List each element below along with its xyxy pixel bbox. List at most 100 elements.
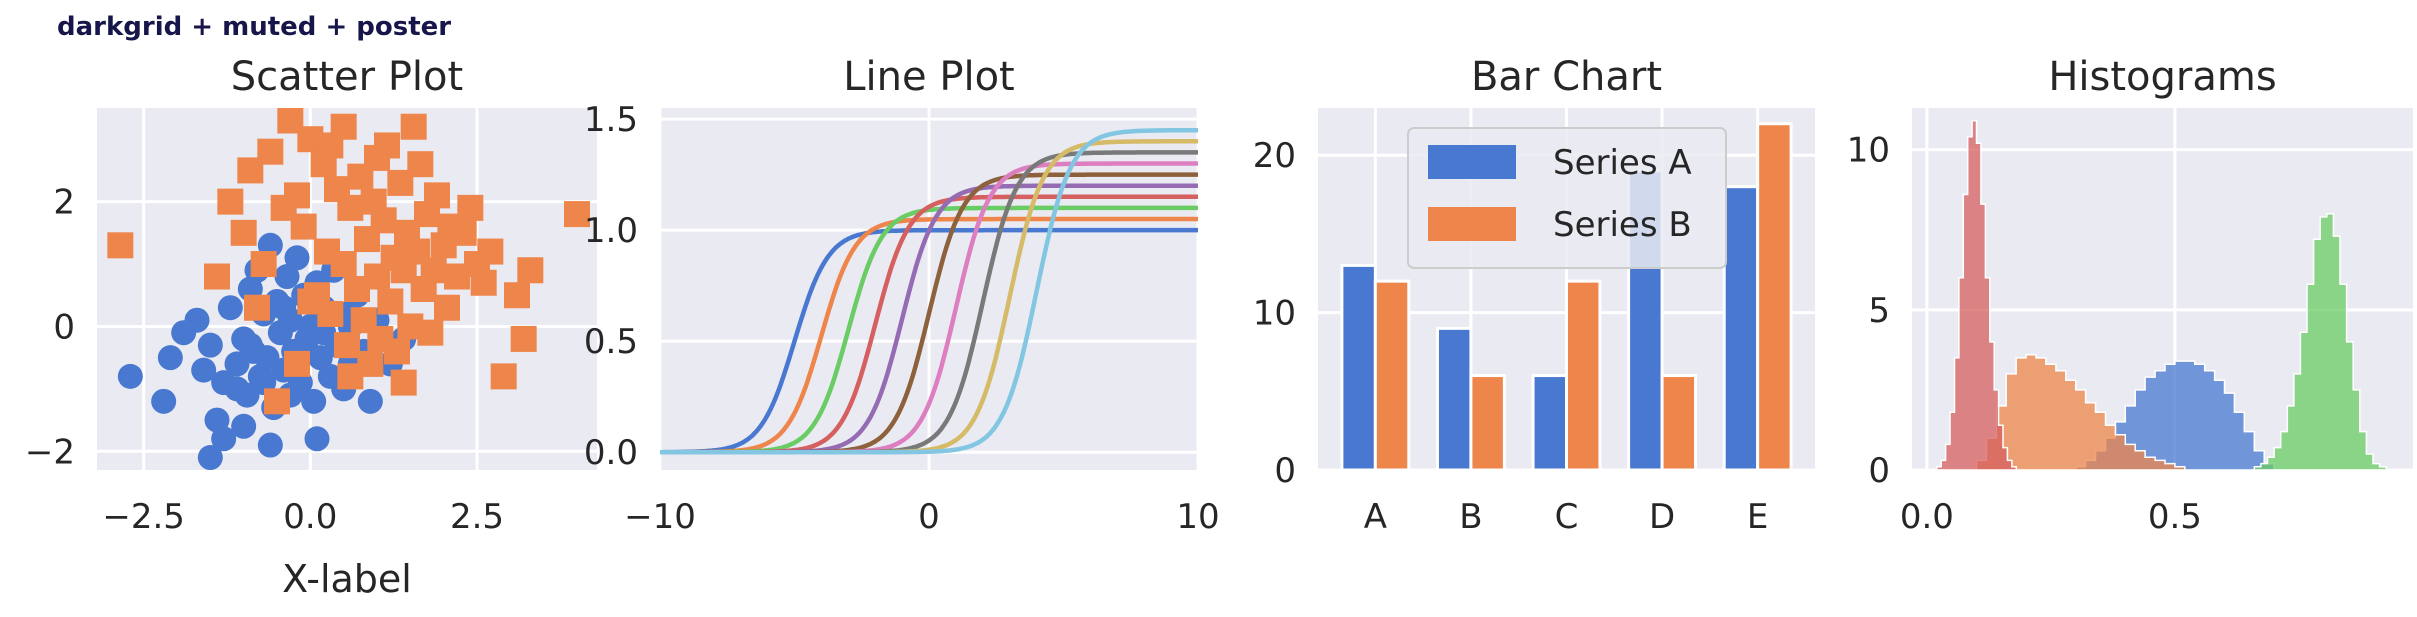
x-tick-label: 0	[918, 497, 940, 537]
histogram-series	[2253, 212, 2387, 471]
scatter-point-circle	[224, 376, 250, 402]
line-series	[660, 127, 1198, 455]
scatter-point-square	[424, 182, 450, 209]
scatter-point-square	[244, 294, 270, 321]
scatter-point-square	[230, 219, 257, 246]
x-tick-label: −2.5	[102, 497, 185, 537]
scatter-point-square	[477, 238, 504, 265]
scatter-point-square	[450, 219, 477, 246]
scatter-point-circle	[197, 445, 223, 470]
bar	[1722, 185, 1760, 472]
line-series	[660, 216, 1198, 455]
y-tick-label: 0	[53, 307, 75, 347]
scatter-point-square	[107, 232, 134, 259]
x-tick-label: −10	[624, 497, 696, 537]
y-tick-label: 0.5	[584, 322, 638, 362]
scatter-point-square	[490, 363, 517, 390]
legend-label: Series B	[1553, 205, 1692, 245]
y-tick-label: 10	[1847, 131, 1890, 171]
scatter-point-circle	[184, 307, 210, 333]
scatter-point-square	[297, 288, 324, 315]
scatter-plot-panel: Scatter Plot −2.5 0.0 2.5 −2 0 2 X-label	[25, 54, 597, 601]
scatter-point-circle	[191, 357, 217, 383]
scatter-point-square	[564, 201, 590, 228]
scatter-point-square	[217, 188, 244, 215]
y-tick-label: 20	[1253, 136, 1296, 176]
x-tick-label: E	[1747, 497, 1768, 537]
scatter-point-square	[370, 207, 397, 234]
scatter-point-circle	[357, 388, 383, 414]
panel-title: Scatter Plot	[231, 54, 463, 100]
line-plot-panel: Line Plot −10 0 10 0.0 0.5 1.0 1.5	[584, 54, 1220, 537]
scatter-point-square	[417, 319, 444, 346]
scatter-point-square	[334, 332, 360, 359]
scatter-point-square	[390, 369, 417, 396]
x-tick-label: 2.5	[450, 497, 504, 537]
bar	[1756, 122, 1793, 472]
scatter-point-square	[470, 269, 497, 296]
y-tick-label: 0.0	[584, 433, 638, 473]
x-tick-label: C	[1555, 497, 1579, 537]
x-tick-label: A	[1364, 497, 1387, 537]
x-tick-label: 0.0	[283, 497, 337, 537]
x-axis-label: X-label	[282, 557, 412, 601]
bar	[1531, 374, 1569, 472]
scatter-point-square	[337, 194, 364, 221]
scatter-point-circle	[284, 245, 310, 271]
scatter-point-square	[457, 194, 484, 221]
scatter-point-square	[420, 257, 447, 284]
histogram-series	[1975, 353, 2186, 471]
scatter-point-square	[364, 144, 390, 171]
bar	[1469, 374, 1506, 472]
scatter-point-square	[510, 325, 537, 352]
y-tick-label: 0	[1274, 451, 1296, 491]
legend-swatch	[1428, 207, 1516, 241]
scatter-point-square	[264, 388, 290, 415]
scatter-point-circle	[257, 432, 283, 458]
scatter-point-circle	[211, 426, 237, 452]
legend: Series A Series B	[1407, 127, 1727, 269]
scatter-point-circle	[237, 332, 263, 358]
scatter-point-circle	[151, 388, 177, 414]
x-tick-label: D	[1649, 497, 1675, 537]
scatter-point-square	[377, 288, 404, 315]
scatter-point-square	[400, 113, 427, 140]
bar	[1435, 326, 1473, 472]
scatter-point-circle	[304, 426, 330, 452]
scatter-point-circle	[197, 332, 223, 358]
y-tick-label: 10	[1253, 294, 1296, 334]
scatter-point-circle	[117, 363, 143, 389]
scatter-point-square	[204, 263, 230, 290]
scatter-point-circle	[217, 295, 243, 321]
scatter-point-square	[517, 257, 544, 284]
bar	[1565, 279, 1602, 472]
y-tick-label: 1.0	[584, 211, 638, 251]
bar-chart-panel: Bar Chart 0 10 20 A B C D E Series A Series B	[1253, 54, 1815, 537]
scatter-point-square	[434, 294, 460, 321]
scatter-marks	[107, 108, 590, 470]
bar	[1373, 279, 1411, 472]
panel-title: Line Plot	[843, 54, 1014, 100]
bar	[1340, 263, 1377, 472]
bar	[1660, 374, 1698, 472]
y-tick-label: 0	[1868, 451, 1890, 491]
scatter-point-square	[237, 157, 264, 184]
scatter-point-circle	[157, 345, 183, 371]
y-tick-label: 5	[1868, 291, 1890, 331]
histogram-series	[1936, 120, 2018, 471]
y-tick-label: 1.5	[584, 100, 638, 140]
scatter-point-square	[504, 282, 530, 309]
y-tick-label: 2	[53, 183, 75, 223]
scatter-point-circle	[271, 295, 297, 321]
figure-title: darkgrid + muted + poster	[57, 12, 451, 42]
scatter-point-square	[270, 194, 297, 221]
scatter-point-circle	[274, 264, 300, 290]
x-tick-label: 0.0	[1900, 497, 1954, 537]
scatter-point-square	[250, 251, 277, 278]
panel-title: Histograms	[2048, 54, 2276, 100]
y-tick-label: −2	[25, 432, 75, 472]
histograms-panel: Histograms 0.0 0.5 0 5 10	[1847, 54, 2413, 537]
scatter-point-square	[284, 350, 310, 377]
scatter-point-circle	[301, 388, 327, 414]
